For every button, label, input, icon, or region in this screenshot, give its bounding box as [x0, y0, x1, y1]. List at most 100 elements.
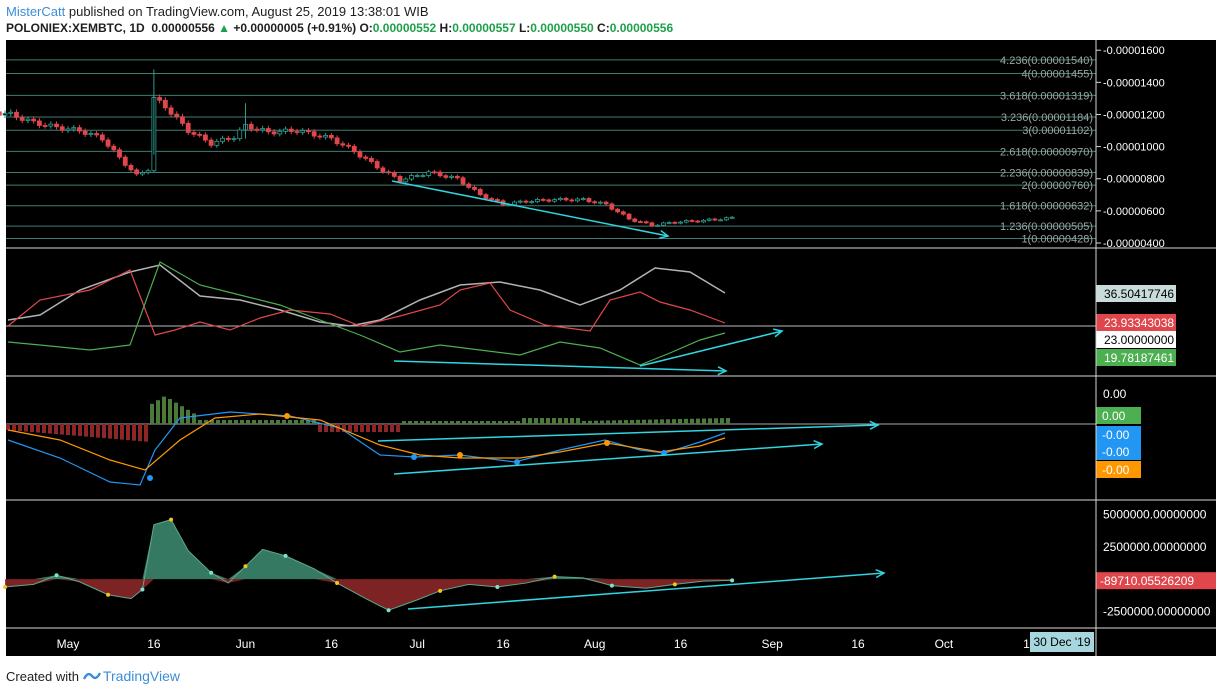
rsi-gray-series [7, 264, 726, 327]
author-link[interactable]: MisterCatt [6, 4, 66, 19]
candle-body [174, 113, 180, 118]
x-tick-label: 16 [147, 637, 161, 651]
candle-body [300, 130, 306, 133]
candle-body [454, 175, 460, 179]
macd-histogram-bar [630, 419, 634, 424]
candle-body [449, 175, 454, 178]
macd-histogram-bar [522, 418, 526, 424]
candle-body [328, 135, 334, 139]
macd-histogram-bar [42, 424, 46, 434]
fib-level-label: 1.618(0.00000632) [1000, 201, 1093, 213]
macd-histogram-bar [240, 420, 244, 424]
candle-body [277, 130, 283, 135]
candle-body [380, 167, 386, 173]
macd-histogram-bar [684, 418, 688, 424]
macd-histogram-bar [342, 424, 346, 432]
macd-histogram-bar [492, 421, 496, 424]
macd-histogram-bar [570, 418, 574, 424]
rsi-value-tag [1096, 314, 1176, 331]
macd-histogram-bar [432, 421, 436, 424]
y-tick-label: -0.00000400 [1103, 238, 1165, 250]
oscillator-dot [386, 608, 391, 613]
macd-cross-dot [284, 413, 290, 419]
y-tick-label: -0.00001600 [1103, 45, 1165, 57]
candle-body [231, 138, 237, 141]
macd-histogram-bar [612, 420, 616, 424]
trend-arrow [407, 572, 885, 610]
macd-histogram-bar [180, 406, 184, 424]
oscillator-dot [335, 581, 340, 586]
candle-body [706, 218, 712, 221]
macd-histogram-bar [138, 424, 142, 442]
fib-level-label: 4.236(0.00001540) [1000, 55, 1093, 67]
macd-histogram-bar [696, 418, 700, 424]
candle-body [317, 135, 323, 138]
candle-body [351, 145, 357, 153]
candle-body [77, 127, 82, 132]
macd-histogram-bar [126, 424, 130, 441]
candle-body [208, 139, 214, 146]
macd-histogram-bar [714, 418, 718, 424]
candle-body [494, 199, 500, 202]
candle-body [260, 128, 266, 131]
macd-histogram-bar [216, 420, 220, 424]
candle-body [609, 203, 615, 210]
macd-histogram-bar [654, 419, 658, 424]
open-label: O: [359, 21, 373, 35]
arrow-head-icon [773, 328, 784, 338]
macd-histogram-bar [450, 421, 454, 424]
macd-histogram-bar [636, 419, 640, 424]
fib-level-label: 2(0.00000760) [1021, 180, 1093, 192]
oscillator-dot [730, 578, 735, 583]
macd-histogram-bar [198, 420, 202, 424]
macd-histogram-bar [366, 424, 370, 432]
open-value: 0.00000552 [372, 21, 437, 35]
rsi-value-label: 23.93343038 [1104, 316, 1174, 330]
tradingview-link[interactable]: TradingView [102, 668, 181, 684]
chart-canvas[interactable]: 4.236(0.00001540) 4(0.00001455) 3.618(0.00… [0, 40, 1220, 656]
macd-histogram-bar [246, 420, 250, 424]
candle-body [2, 112, 8, 116]
candle-body [557, 197, 563, 201]
candle-body [363, 156, 369, 159]
candle-body [225, 137, 231, 140]
candle-body [71, 127, 77, 130]
candle-body [117, 149, 122, 158]
rsi-value-tag [1096, 285, 1176, 302]
candle-body [248, 123, 254, 130]
candle-body [180, 116, 185, 124]
macd-histogram-bar [294, 420, 298, 424]
candle-body [535, 199, 540, 202]
candle-body [615, 208, 620, 213]
rsi-value-label: 36.50417746 [1104, 287, 1174, 301]
candle-body [546, 199, 552, 202]
candle-body [626, 213, 632, 220]
candle-body [214, 140, 220, 146]
oscillator-tick-label: -2500000.00000000 [1103, 605, 1211, 619]
created-with-label: Created with [6, 669, 79, 684]
macd-histogram-bar [66, 424, 70, 436]
candle-body [36, 120, 42, 126]
oscillator-dot [495, 584, 500, 589]
macd-histogram-bar [228, 420, 232, 424]
high-label: H: [439, 21, 453, 35]
candle-body [306, 130, 311, 133]
x-tick-label: 16 [325, 637, 339, 651]
y-tick-label: -0.00000600 [1103, 206, 1165, 218]
candle-body [334, 137, 340, 145]
oscillator-dot [169, 517, 174, 522]
published-text: published on TradingView.com, August 25,… [68, 4, 429, 19]
candle-body [598, 201, 603, 204]
trend-arrow [377, 424, 879, 442]
candle-body [237, 129, 243, 140]
candle-body [695, 220, 701, 223]
macd-histogram-bar [720, 418, 724, 424]
footer: Created with TradingView [6, 668, 180, 684]
fib-level-label: 1(0.00000428) [1021, 234, 1093, 246]
candle-body [632, 218, 638, 222]
oscillator-dot [672, 582, 677, 587]
macd-histogram-bar [162, 396, 166, 424]
macd-histogram-bar [552, 418, 556, 424]
oscillator-tick-label: 2500000.00000000 [1103, 540, 1207, 554]
candle-body [397, 175, 403, 183]
